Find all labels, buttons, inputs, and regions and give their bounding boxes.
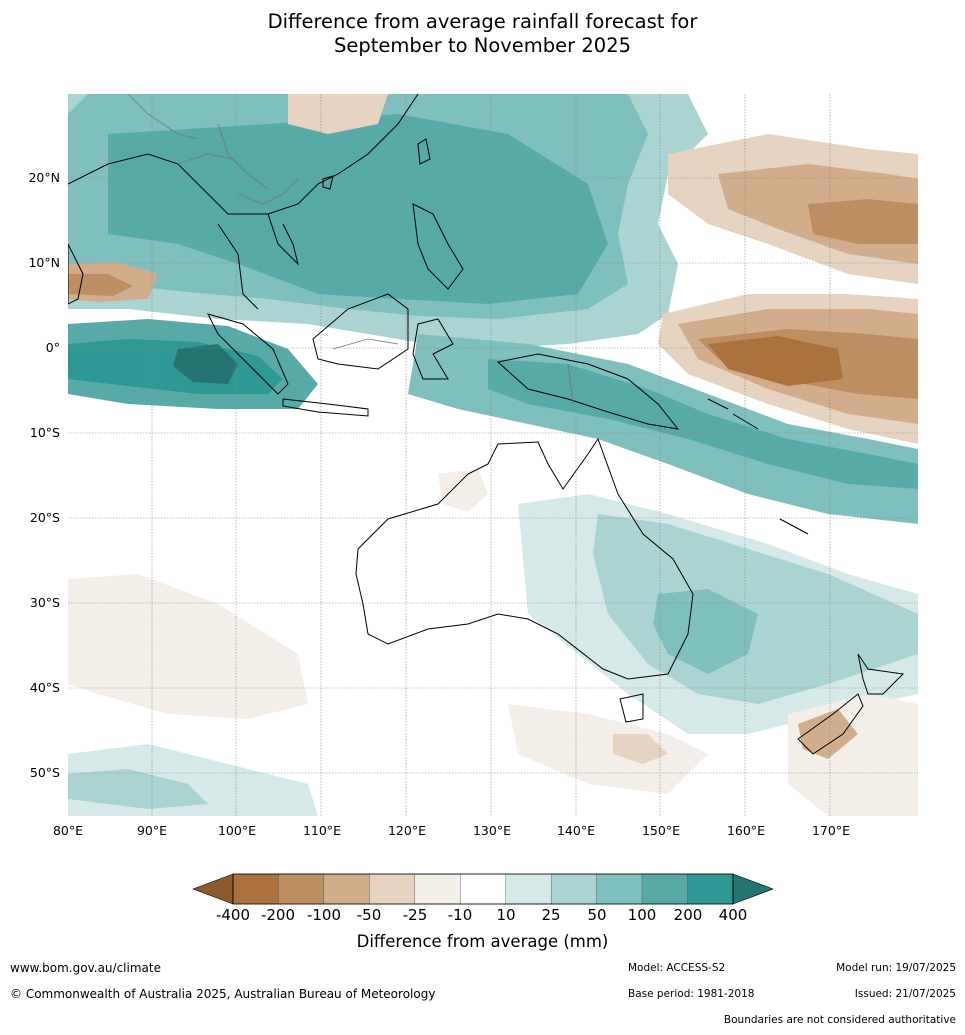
footer-issued: Issued: 21/07/2025 <box>854 988 956 1000</box>
india-coastline <box>68 243 84 305</box>
lat-label-10n: 10°N <box>28 255 60 270</box>
hainan-coastline <box>322 175 334 190</box>
taiwan-coastline <box>417 138 431 165</box>
lon-label-100e: 100°E <box>217 823 256 838</box>
legend-low-extend <box>192 873 234 905</box>
coastlines <box>68 94 905 755</box>
legend-colorbar <box>192 873 774 905</box>
dry-region-southern-ocean-central <box>508 704 708 794</box>
new-caledonia-coastline <box>779 518 809 535</box>
legend-swatch <box>641 873 688 905</box>
lon-label-130e: 130°E <box>472 823 511 838</box>
dry-region-south-china <box>288 94 388 134</box>
java-coastline <box>282 398 369 417</box>
legend-tick: 100 <box>627 906 657 924</box>
lat-label-50s: 50°S <box>29 765 60 780</box>
legend-swatch <box>460 873 506 905</box>
legend-swatch <box>505 873 552 905</box>
footer-model-run: Model run: 19/07/2025 <box>836 962 956 974</box>
dry-region-equatorial-pacific-strongest <box>708 336 843 386</box>
footer-copyright: © Commonwealth of Australia 2025, Austra… <box>10 987 436 1001</box>
wet-region-tropical-pacific-core <box>488 359 918 489</box>
australia-coastline <box>355 437 694 680</box>
title-line-2: September to November 2025 <box>333 34 632 57</box>
country-borders <box>127 94 574 405</box>
philippines-coastline <box>412 203 464 290</box>
title-line-1: Difference from average rainfall forecas… <box>267 10 698 33</box>
legend-tick: -25 <box>402 906 428 924</box>
legend-tick: -50 <box>356 906 382 924</box>
footer-model: Model: ACCESS-S2 <box>628 962 726 974</box>
lon-label-160e: 160°E <box>726 823 765 838</box>
lon-label-120e: 120°E <box>387 823 426 838</box>
dry-region-northwest-australia <box>438 469 488 512</box>
legend-high-extend <box>732 873 774 905</box>
tasmania-coastline <box>619 693 644 723</box>
legend-swatch <box>596 873 643 905</box>
sulawesi-coastline <box>412 318 454 380</box>
dry-region-north-pacific-core <box>808 199 918 244</box>
legend-title: Difference from average (mm) <box>356 932 609 951</box>
legend-tick: 400 <box>718 906 748 924</box>
asia-mainland-coastline <box>68 94 419 310</box>
lat-label-20s: 20°S <box>29 510 60 525</box>
wet-region-strongest <box>173 344 238 384</box>
footer-base-period: Base period: 1981-2018 <box>628 988 755 1000</box>
new-zealand-south-island <box>797 693 864 755</box>
footer-disclaimer: Boundaries are not considered authoritat… <box>723 1014 956 1026</box>
borneo-coastline <box>312 293 409 370</box>
lon-label-170e: 170°E <box>811 823 850 838</box>
lat-label-40s: 40°S <box>29 680 60 695</box>
legend-tick: 50 <box>587 906 607 924</box>
wet-region-maritime <box>108 114 608 304</box>
dry-region-indian-north-core <box>68 274 133 296</box>
legend-tick: -10 <box>447 906 473 924</box>
legend-tick: 200 <box>673 906 703 924</box>
new-zealand-north-island <box>857 653 905 695</box>
lat-label-10s: 10°S <box>29 425 60 440</box>
dry-region-new-zealand-east <box>788 694 918 816</box>
wet-region-eastern-australia-core <box>653 589 758 674</box>
new-guinea-coastline <box>496 353 680 430</box>
lon-label-90e: 90°E <box>136 823 168 838</box>
map-canvas <box>68 94 918 816</box>
lon-label-110e: 110°E <box>302 823 341 838</box>
legend-swatch <box>550 873 597 905</box>
legend-swatch <box>369 873 416 905</box>
lat-label-30s: 30°S <box>29 595 60 610</box>
legend-swatch <box>232 873 279 905</box>
dry-region-new-zealand <box>798 709 858 759</box>
map-title: Difference from average rainfall forecas… <box>0 10 965 58</box>
legend-swatch <box>278 873 325 905</box>
legend-swatch <box>323 873 370 905</box>
dry-region-southern-ocean-core <box>613 734 668 764</box>
lat-label-20n: 20°N <box>28 170 60 185</box>
lon-label-150e: 150°E <box>641 823 680 838</box>
lon-label-80e: 80°E <box>52 823 84 838</box>
legend-tick: -400 <box>215 906 251 924</box>
footer-url[interactable]: www.bom.gov.au/climate <box>10 961 161 975</box>
legend-tick: 25 <box>541 906 561 924</box>
wet-region-southern-ocean-core <box>68 769 208 809</box>
legend-swatch <box>414 873 461 905</box>
legend-tick: -200 <box>260 906 296 924</box>
solomon-islands-coastline <box>707 398 759 430</box>
sumatra-coastline <box>207 313 289 395</box>
dry-region-southern-ocean-west <box>68 574 308 719</box>
legend-tick: 10 <box>496 906 516 924</box>
legend-swatch <box>687 873 734 905</box>
rainfall-difference-map <box>68 94 918 816</box>
legend-tick: -100 <box>306 906 342 924</box>
lon-label-140e: 140°E <box>556 823 595 838</box>
lat-label-0: 0° <box>45 340 60 355</box>
